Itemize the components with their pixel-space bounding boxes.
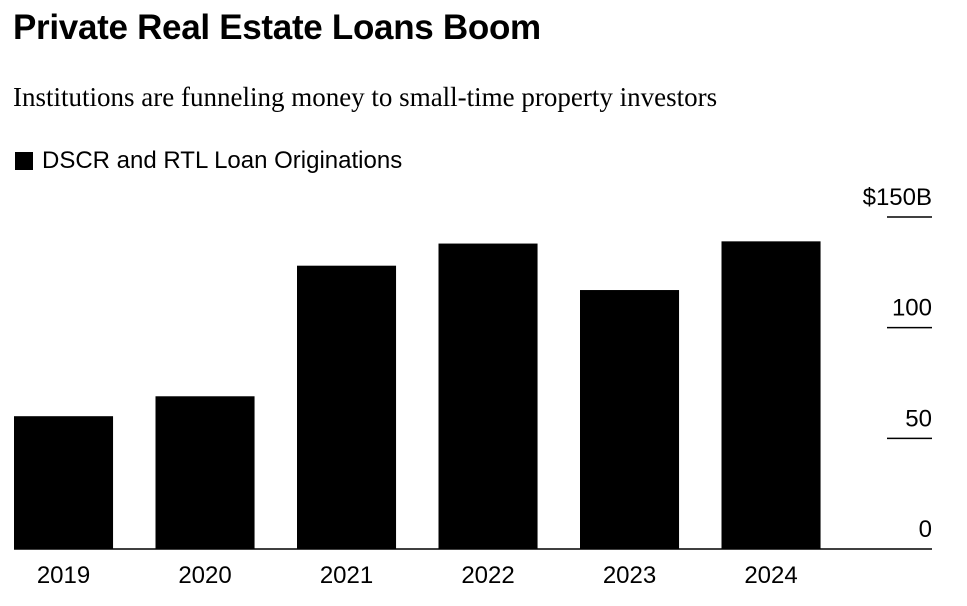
chart-subtitle: Institutions are funneling money to smal… [13,82,718,112]
x-tick-label: 2024 [744,562,797,589]
y-tick-label: $150B [863,184,932,211]
legend-swatch [15,152,33,170]
bar [297,265,397,549]
bar [155,396,255,549]
x-tick-label: 2020 [178,562,231,589]
legend: DSCR and RTL Loan Originations [15,146,402,176]
bar [14,416,114,549]
legend-label: DSCR and RTL Loan Originations [42,147,403,174]
x-tick-label: 2019 [37,562,90,589]
chart-title: Private Real Estate Loans Boom [13,8,541,47]
bar [721,241,821,549]
x-tick-label: 2023 [603,562,656,589]
x-tick-label: 2021 [320,562,373,589]
y-tick-label: 50 [905,405,932,432]
y-tick-label: 0 [919,516,932,543]
bar [580,290,680,549]
y-tick-label: 100 [892,295,932,322]
bar [438,243,538,549]
x-tick-label: 2022 [461,562,514,589]
